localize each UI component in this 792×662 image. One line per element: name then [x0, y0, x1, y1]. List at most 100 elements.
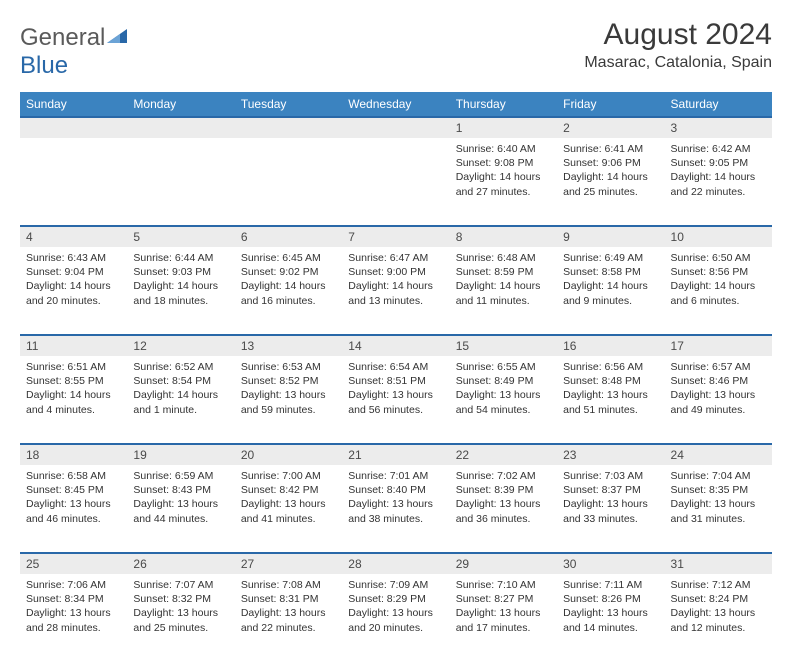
sunrise-text: Sunrise: 6:47 AM: [348, 251, 443, 265]
daylight-text: Daylight: 13 hours and 46 minutes.: [26, 497, 121, 525]
day-number-cell: 27: [235, 553, 342, 574]
sunset-text: Sunset: 8:29 PM: [348, 592, 443, 606]
brand-part2: Blue: [20, 52, 68, 79]
day-number-cell: 25: [20, 553, 127, 574]
day-detail-row: Sunrise: 6:51 AMSunset: 8:55 PMDaylight:…: [20, 356, 772, 444]
sunset-text: Sunset: 8:24 PM: [671, 592, 766, 606]
day-number-row: 25262728293031: [20, 553, 772, 574]
daylight-text: Daylight: 13 hours and 41 minutes.: [241, 497, 336, 525]
day-detail-cell: [342, 138, 449, 226]
day-number-cell: 24: [665, 444, 772, 465]
day-detail-cell: Sunrise: 7:00 AMSunset: 8:42 PMDaylight:…: [235, 465, 342, 553]
sunrise-text: Sunrise: 7:10 AM: [456, 578, 551, 592]
day-detail-row: Sunrise: 6:40 AMSunset: 9:08 PMDaylight:…: [20, 138, 772, 226]
day-number-cell: 2: [557, 117, 664, 138]
page-header: GeneralBlue August 2024 Masarac, Catalon…: [20, 18, 772, 80]
daylight-text: Daylight: 14 hours and 27 minutes.: [456, 170, 551, 198]
sunrise-text: Sunrise: 6:53 AM: [241, 360, 336, 374]
sunrise-text: Sunrise: 6:50 AM: [671, 251, 766, 265]
weekday-header: Monday: [127, 92, 234, 117]
day-number-cell: [127, 117, 234, 138]
day-detail-cell: Sunrise: 6:44 AMSunset: 9:03 PMDaylight:…: [127, 247, 234, 335]
sunrise-text: Sunrise: 7:11 AM: [563, 578, 658, 592]
sunrise-text: Sunrise: 6:41 AM: [563, 142, 658, 156]
daylight-text: Daylight: 14 hours and 6 minutes.: [671, 279, 766, 307]
day-number-cell: 6: [235, 226, 342, 247]
sunset-text: Sunset: 8:55 PM: [26, 374, 121, 388]
sunrise-text: Sunrise: 6:56 AM: [563, 360, 658, 374]
daylight-text: Daylight: 13 hours and 22 minutes.: [241, 606, 336, 634]
sunrise-text: Sunrise: 6:52 AM: [133, 360, 228, 374]
location-text: Masarac, Catalonia, Spain: [584, 54, 772, 72]
daylight-text: Daylight: 14 hours and 4 minutes.: [26, 388, 121, 416]
day-number-cell: 13: [235, 335, 342, 356]
day-number-cell: 22: [450, 444, 557, 465]
daylight-text: Daylight: 14 hours and 13 minutes.: [348, 279, 443, 307]
weekday-header-row: SundayMondayTuesdayWednesdayThursdayFrid…: [20, 92, 772, 117]
daylight-text: Daylight: 13 hours and 12 minutes.: [671, 606, 766, 634]
day-number-cell: 18: [20, 444, 127, 465]
sunrise-text: Sunrise: 7:03 AM: [563, 469, 658, 483]
sunrise-text: Sunrise: 7:01 AM: [348, 469, 443, 483]
day-number-cell: 9: [557, 226, 664, 247]
day-detail-cell: Sunrise: 7:06 AMSunset: 8:34 PMDaylight:…: [20, 574, 127, 662]
day-number-cell: [235, 117, 342, 138]
daylight-text: Daylight: 13 hours and 49 minutes.: [671, 388, 766, 416]
sunrise-text: Sunrise: 7:12 AM: [671, 578, 766, 592]
sunset-text: Sunset: 8:32 PM: [133, 592, 228, 606]
sunrise-text: Sunrise: 7:07 AM: [133, 578, 228, 592]
daylight-text: Daylight: 13 hours and 51 minutes.: [563, 388, 658, 416]
day-detail-cell: Sunrise: 7:07 AMSunset: 8:32 PMDaylight:…: [127, 574, 234, 662]
weekday-header: Sunday: [20, 92, 127, 117]
day-detail-cell: Sunrise: 6:42 AMSunset: 9:05 PMDaylight:…: [665, 138, 772, 226]
sunrise-text: Sunrise: 6:42 AM: [671, 142, 766, 156]
sunset-text: Sunset: 8:49 PM: [456, 374, 551, 388]
sunset-text: Sunset: 8:35 PM: [671, 483, 766, 497]
sunset-text: Sunset: 8:45 PM: [26, 483, 121, 497]
sunset-text: Sunset: 8:43 PM: [133, 483, 228, 497]
day-detail-cell: Sunrise: 6:58 AMSunset: 8:45 PMDaylight:…: [20, 465, 127, 553]
day-detail-cell: Sunrise: 7:08 AMSunset: 8:31 PMDaylight:…: [235, 574, 342, 662]
sunset-text: Sunset: 8:56 PM: [671, 265, 766, 279]
day-number-cell: 31: [665, 553, 772, 574]
daylight-text: Daylight: 13 hours and 38 minutes.: [348, 497, 443, 525]
weekday-header: Tuesday: [235, 92, 342, 117]
day-number-cell: 23: [557, 444, 664, 465]
day-number-cell: 3: [665, 117, 772, 138]
sunset-text: Sunset: 9:00 PM: [348, 265, 443, 279]
daylight-text: Daylight: 14 hours and 18 minutes.: [133, 279, 228, 307]
daylight-text: Daylight: 13 hours and 25 minutes.: [133, 606, 228, 634]
day-number-row: 11121314151617: [20, 335, 772, 356]
day-number-cell: 11: [20, 335, 127, 356]
day-detail-cell: Sunrise: 7:09 AMSunset: 8:29 PMDaylight:…: [342, 574, 449, 662]
sunset-text: Sunset: 9:05 PM: [671, 156, 766, 170]
sunset-text: Sunset: 8:46 PM: [671, 374, 766, 388]
month-title: August 2024: [584, 18, 772, 52]
calendar-table: SundayMondayTuesdayWednesdayThursdayFrid…: [20, 92, 772, 662]
day-detail-cell: Sunrise: 6:51 AMSunset: 8:55 PMDaylight:…: [20, 356, 127, 444]
day-detail-cell: Sunrise: 7:01 AMSunset: 8:40 PMDaylight:…: [342, 465, 449, 553]
weekday-header: Friday: [557, 92, 664, 117]
sunrise-text: Sunrise: 6:45 AM: [241, 251, 336, 265]
day-detail-cell: Sunrise: 6:57 AMSunset: 8:46 PMDaylight:…: [665, 356, 772, 444]
sunset-text: Sunset: 8:39 PM: [456, 483, 551, 497]
daylight-text: Daylight: 13 hours and 20 minutes.: [348, 606, 443, 634]
sunset-text: Sunset: 9:06 PM: [563, 156, 658, 170]
brand-text: GeneralBlue: [20, 24, 129, 80]
sunrise-text: Sunrise: 6:51 AM: [26, 360, 121, 374]
daylight-text: Daylight: 13 hours and 14 minutes.: [563, 606, 658, 634]
weekday-header: Thursday: [450, 92, 557, 117]
day-detail-row: Sunrise: 6:58 AMSunset: 8:45 PMDaylight:…: [20, 465, 772, 553]
sunset-text: Sunset: 8:51 PM: [348, 374, 443, 388]
sunset-text: Sunset: 9:08 PM: [456, 156, 551, 170]
sunrise-text: Sunrise: 7:02 AM: [456, 469, 551, 483]
weekday-header: Wednesday: [342, 92, 449, 117]
sunrise-text: Sunrise: 7:08 AM: [241, 578, 336, 592]
day-number-cell: 29: [450, 553, 557, 574]
sunset-text: Sunset: 8:42 PM: [241, 483, 336, 497]
sunset-text: Sunset: 9:04 PM: [26, 265, 121, 279]
day-number-cell: 19: [127, 444, 234, 465]
daylight-text: Daylight: 14 hours and 22 minutes.: [671, 170, 766, 198]
weekday-header: Saturday: [665, 92, 772, 117]
day-detail-cell: Sunrise: 7:02 AMSunset: 8:39 PMDaylight:…: [450, 465, 557, 553]
